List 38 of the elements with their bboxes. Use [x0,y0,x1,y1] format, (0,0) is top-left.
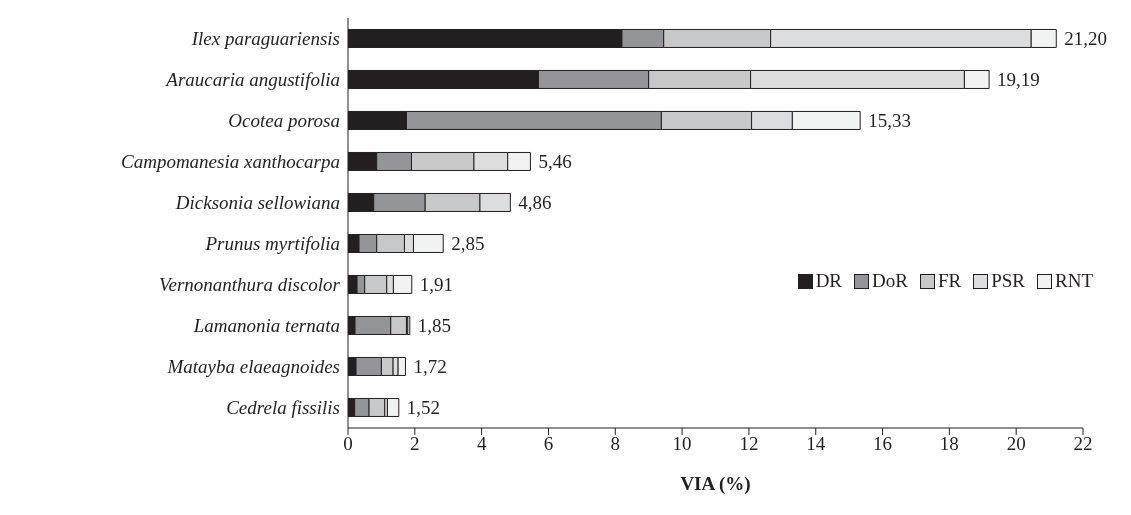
x-tick-label: 22 [1073,433,1093,455]
total-label: 4,86 [518,191,552,213]
x-tick-label: 14 [806,433,826,455]
x-tick-label: 4 [476,433,487,455]
legend-label: DR [814,270,843,292]
x-tick-label: 2 [410,433,420,455]
x-tick-label: 18 [939,433,959,455]
x-tick-label: 12 [739,433,759,455]
y-tick-label: Campomanesia xanthocarpa [120,151,340,173]
legend-label: RNT [1054,270,1093,292]
x-axis-title: VIA (%) [680,473,751,495]
y-tick-label: Lamanonia ternata [192,315,340,337]
x-tick-label: 20 [1006,433,1026,455]
total-label: 1,72 [413,355,447,377]
total-label: 2,85 [451,232,485,254]
total-label: 19,19 [997,68,1040,90]
legend-label: FR [936,270,962,292]
y-tick-label: Prunus myrtifolia [204,233,340,255]
total-label: 21,20 [1064,27,1108,49]
x-tick-label: 0 [343,433,353,455]
total-label: 1,85 [417,314,452,336]
x-tick-label: 16 [873,433,893,455]
total-label: 5,46 [538,150,572,172]
x-tick-label: 10 [672,433,692,455]
y-tick-label: Cedrela fissilis [226,397,340,419]
y-tick-label: Matayba elaeagnoides [166,356,340,378]
legend-label: DoR [871,270,908,292]
y-tick-label: Ilex paraguariensis [190,28,340,50]
y-tick-label: Dicksonia sellowiana [174,192,340,214]
y-tick-label: Araucaria angustifolia [164,69,340,91]
y-tick-label: Vernonanthura discolor [158,274,341,296]
total-label: 1,52 [406,396,441,418]
x-tick-label: 6 [543,433,554,455]
x-tick-label: 8 [610,433,621,455]
legend-label: PSR [990,270,1025,292]
total-label: 1,91 [419,273,454,295]
y-tick-label: Ocotea porosa [228,110,340,132]
total-label: 15,33 [868,109,911,131]
